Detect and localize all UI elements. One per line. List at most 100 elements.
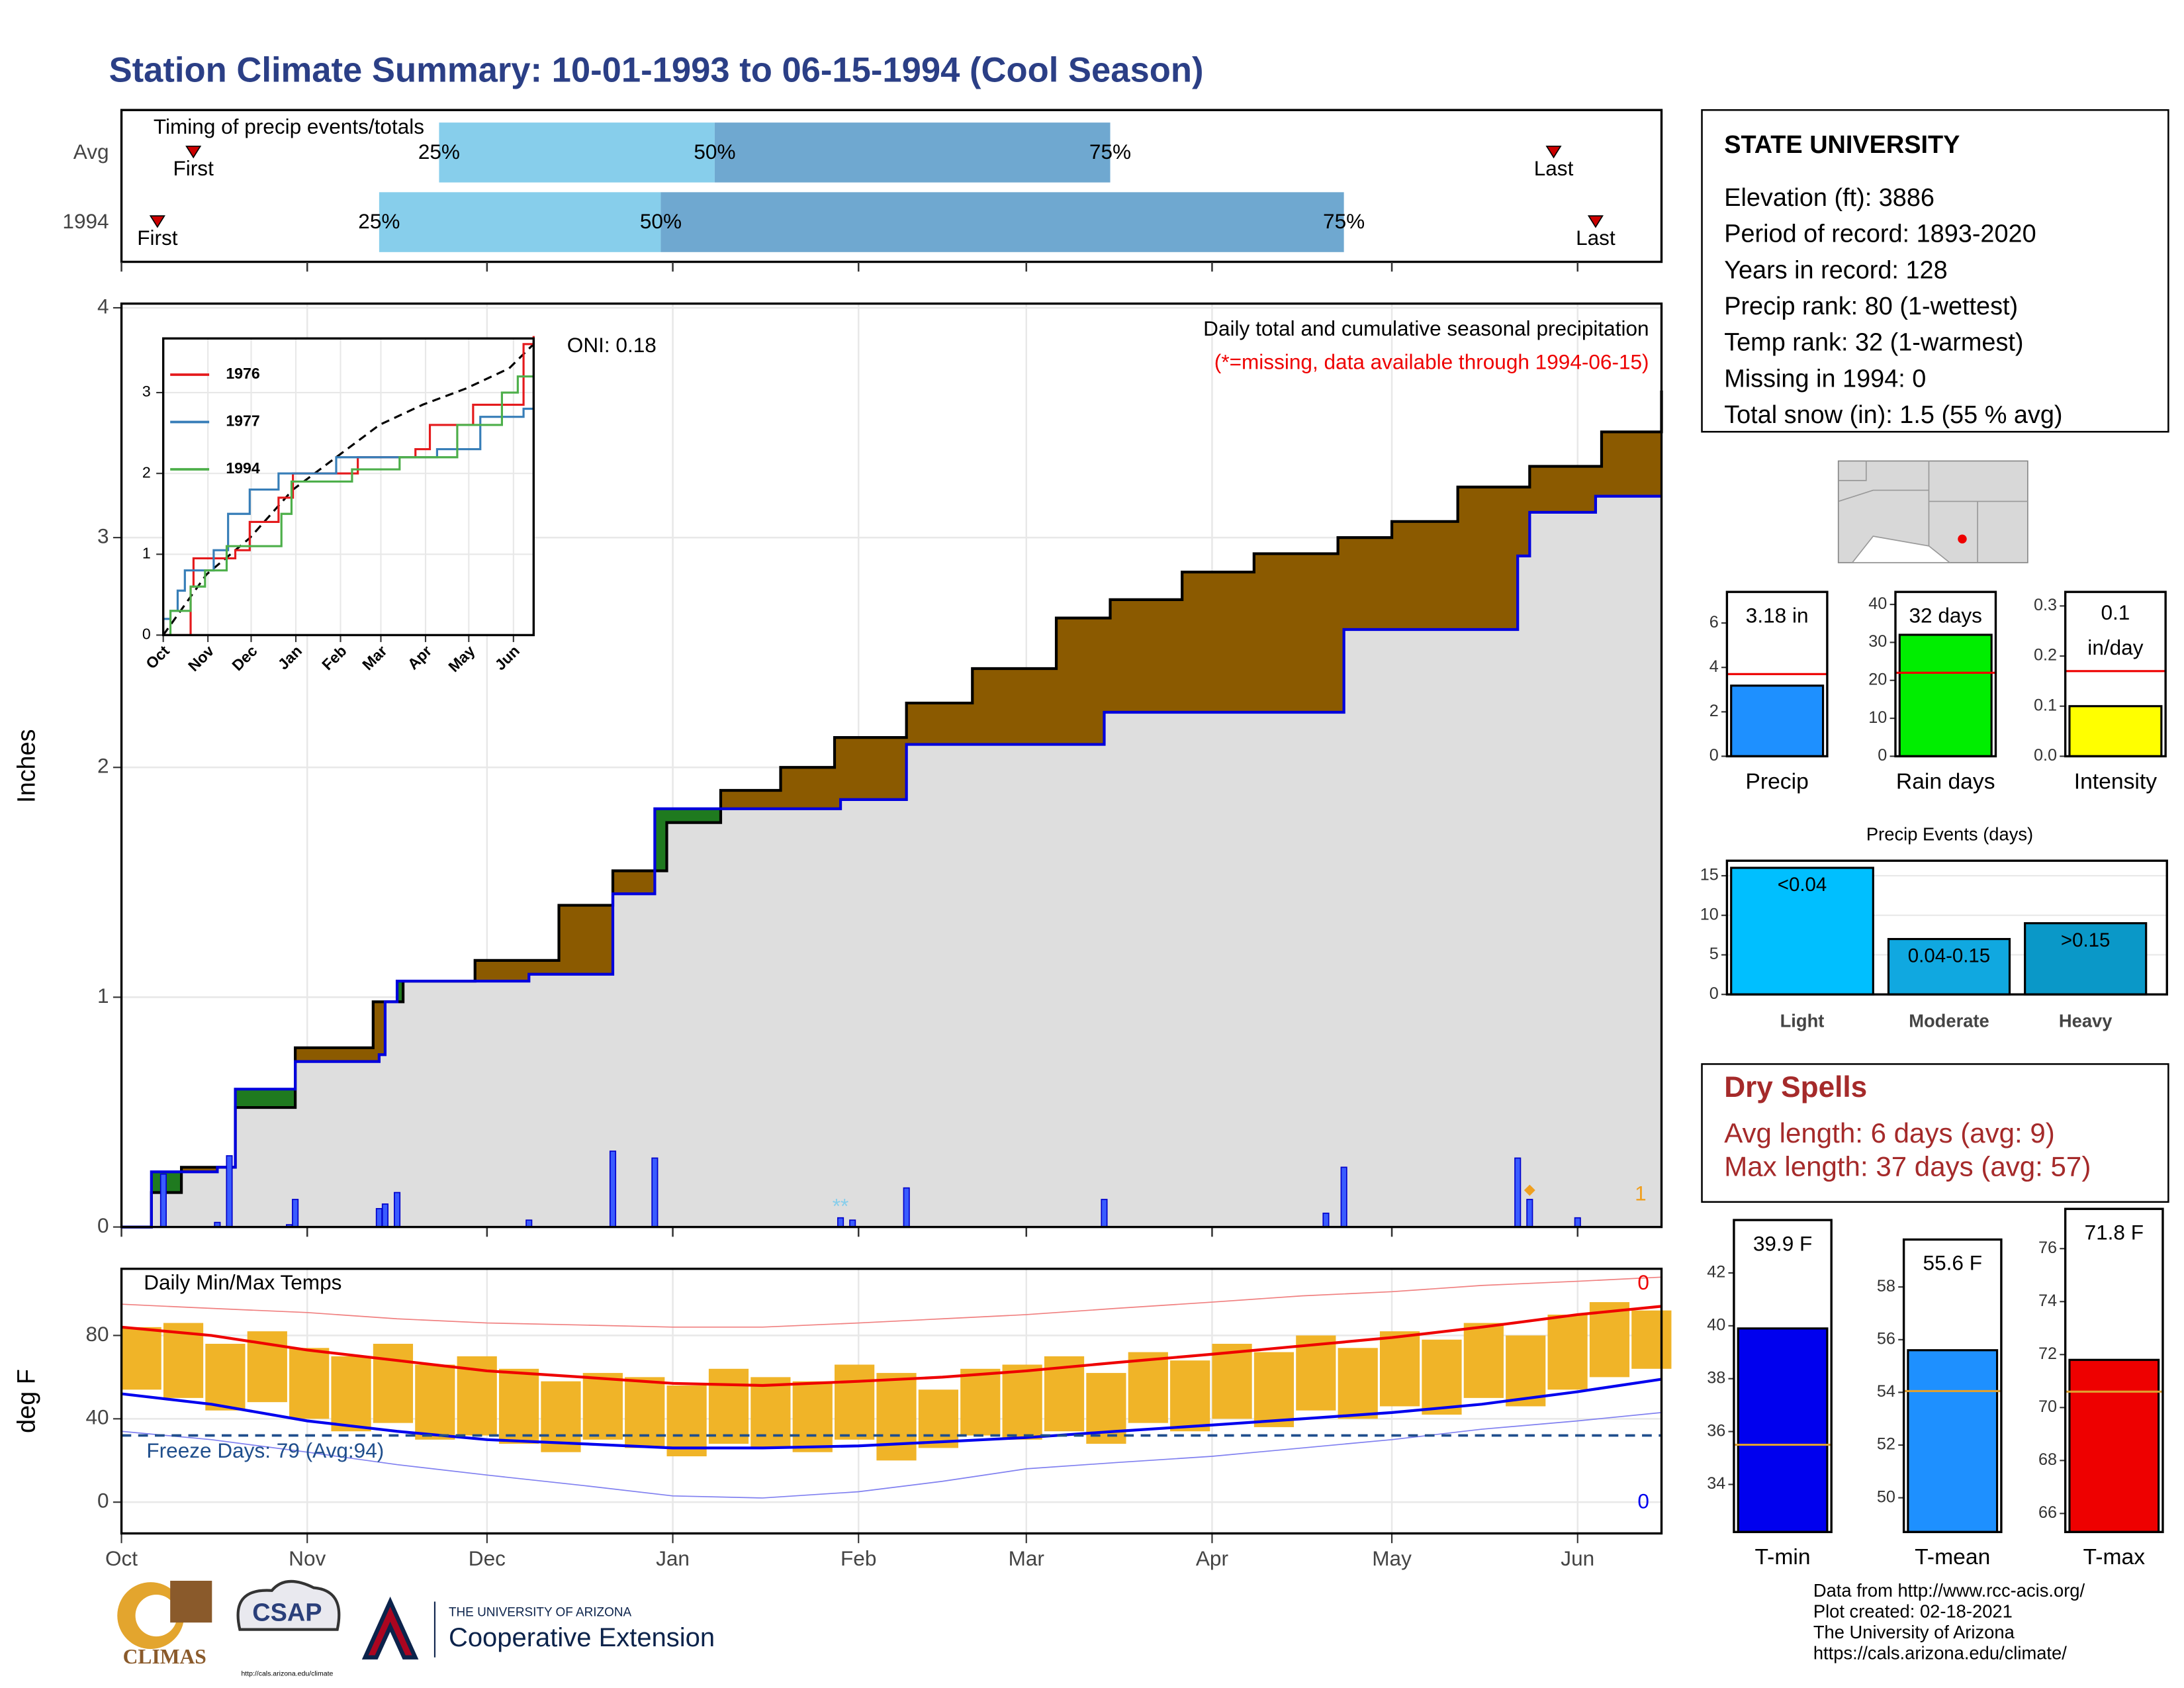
category-label: T-max	[2083, 1545, 2146, 1570]
category-label: Moderate	[1909, 1011, 1989, 1031]
quartile-label: 25%	[358, 209, 400, 233]
y-tick-label: 30	[1868, 632, 1887, 651]
y-tick-label: 3	[142, 383, 151, 400]
temp-bar	[289, 1348, 330, 1419]
quartile-label: 75%	[1323, 209, 1365, 233]
season-area	[121, 496, 1662, 1227]
csap-url: http://cals.arizona.edu/climate	[241, 1670, 333, 1678]
temp-bar	[625, 1377, 665, 1448]
dry-info: Max length: 37 days (avg: 57)	[1724, 1150, 2091, 1182]
y-tick-label: 0	[97, 1489, 109, 1513]
y-tick-label: 0	[1878, 746, 1887, 765]
panel-frame	[161, 337, 535, 637]
y-tick-label: 40	[1707, 1315, 1725, 1334]
events-title: Precip Events (days)	[1866, 824, 2033, 845]
category-label: Rain days	[1896, 769, 1995, 794]
logos: CLIMAS CSAP http://cals.arizona.edu/clim…	[117, 1579, 715, 1678]
y-tick-label: 3	[97, 524, 109, 547]
record-high-count: 0	[1637, 1270, 1649, 1294]
stat-bar	[1737, 1327, 1829, 1533]
event-marker	[1545, 146, 1562, 159]
y-tick-label: 50	[1877, 1487, 1895, 1506]
temp-bar	[498, 1368, 539, 1444]
missing-note: (*=missing, data available through 1994-…	[1214, 350, 1649, 373]
snow-marker	[1524, 1184, 1535, 1196]
y-tick-label: 66	[2038, 1503, 2057, 1522]
temp-bar	[751, 1377, 791, 1448]
y-tick-label: 74	[2038, 1291, 2057, 1310]
stat-bar	[2068, 1358, 2160, 1533]
x-tick-label: May	[445, 642, 478, 675]
y-tick-label: 2	[97, 754, 109, 778]
y-tick-label: 10	[1700, 905, 1719, 923]
x-tick-label: Jan	[275, 642, 306, 673]
record-low-line	[121, 1412, 1662, 1499]
temp-bar	[1128, 1352, 1168, 1423]
y-tick-label: 5	[1709, 945, 1719, 963]
category-label: Light	[1780, 1011, 1825, 1031]
university-name: THE UNIVERSITY OF ARIZONA	[449, 1605, 632, 1619]
station-info: Elevation (ft): 3886	[1724, 184, 1934, 212]
missing-marker: **	[833, 1194, 849, 1217]
panel-frame	[120, 1268, 1663, 1535]
y-tick-label: 4	[97, 294, 109, 318]
daily-bar	[381, 1203, 388, 1228]
x-tick-label: Jun	[1561, 1546, 1594, 1570]
y-tick-label: 34	[1707, 1474, 1725, 1493]
temp-bar	[1422, 1339, 1462, 1415]
station-info: Period of record: 1893-2020	[1724, 220, 2036, 248]
record-low-count: 0	[1637, 1489, 1649, 1513]
daily-bar	[393, 1192, 401, 1228]
threshold-label: <0.04	[1778, 874, 1827, 896]
x-tick-label: Nov	[289, 1546, 326, 1570]
temp-bar	[960, 1368, 1001, 1436]
x-tick-label: Jan	[656, 1546, 690, 1570]
temp-bar	[1212, 1344, 1252, 1419]
row-label: Avg	[73, 140, 109, 164]
x-tick-label: Apr	[1196, 1546, 1228, 1570]
y-tick-label: 0	[97, 1213, 109, 1237]
x-tick-label: Oct	[142, 642, 173, 673]
daily-bar	[609, 1150, 617, 1228]
snow-count: 1	[1635, 1182, 1647, 1205]
info-box	[1701, 109, 2169, 433]
credit: The University of Arizona	[1813, 1622, 2015, 1642]
temp-bar	[1547, 1314, 1588, 1390]
temp-bar	[1379, 1331, 1420, 1407]
temp-bar	[415, 1364, 455, 1440]
x-tick-label: Nov	[185, 642, 217, 675]
y-tick-label: 10	[1868, 708, 1887, 727]
temp-bar	[1589, 1302, 1630, 1378]
credit: https://cals.arizona.edu/climate/	[1813, 1643, 2067, 1664]
daily-bar	[226, 1155, 233, 1228]
temp-bar	[121, 1327, 161, 1390]
page-title: Station Climate Summary: 10-01-1993 to 0…	[109, 50, 1204, 89]
y-tick-label: 0	[142, 626, 151, 643]
csap-logo: CSAP	[252, 1599, 322, 1626]
value-label: 55.6 F	[1923, 1251, 1982, 1275]
x-tick-label: Jun	[492, 642, 523, 673]
extension-name: Cooperative Extension	[449, 1623, 715, 1652]
y-tick-label: 20	[1868, 670, 1887, 688]
event-label: Last	[1576, 226, 1615, 250]
x-tick-label: Dec	[228, 642, 260, 674]
panel-frame	[1725, 590, 1829, 758]
y-tick-label: 4	[1709, 657, 1719, 676]
quartile-bar	[439, 122, 715, 183]
temp-bar	[708, 1368, 749, 1444]
legend-label: 1976	[226, 365, 260, 382]
daily-bar	[1101, 1199, 1108, 1228]
y-axis-label: deg F	[13, 1369, 41, 1433]
row-label: 1994	[62, 209, 109, 233]
quartile-label: 50%	[640, 209, 682, 233]
temp-bar	[835, 1364, 875, 1440]
panel-frame	[1733, 1219, 1833, 1534]
panel-frame	[1902, 1238, 2003, 1534]
temp-bar	[1506, 1335, 1546, 1407]
oni-label: ONI: 0.18	[567, 333, 657, 357]
value-label: 3.18 in	[1746, 603, 1809, 627]
temp-bar	[1631, 1310, 1672, 1369]
y-tick-label: 38	[1707, 1368, 1725, 1387]
temp-bar	[373, 1344, 414, 1423]
